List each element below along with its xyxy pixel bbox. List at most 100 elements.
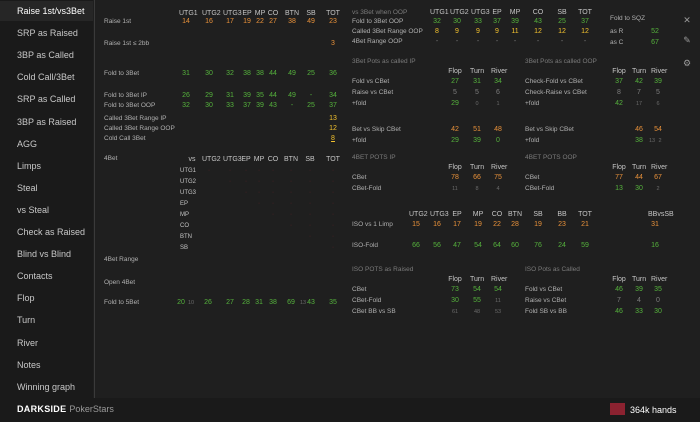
row-label: +fold [352,100,367,107]
sidebar-item-14[interactable]: Turn [17,315,36,326]
heat-cell: · [308,167,312,174]
stat-value: 23 [558,221,566,228]
stat-value: 30 [453,18,461,25]
section-title: ISO Pots as Called [525,266,580,273]
sidebar-item-0[interactable]: Raise 1st/vs3Bet [0,1,93,21]
row-label: Raise vs CBet [525,297,567,304]
stat-value: 6 [496,89,500,96]
col-header: Turn [632,68,647,75]
stat-value: 51 [473,126,481,133]
sidebar-item-2[interactable]: 3BP as Called [17,50,74,61]
stat-value: 30 [205,70,213,77]
col-header: UTG2 [450,9,469,16]
stat-value: 38 [269,299,277,306]
col-header: UTG3 [223,156,242,163]
stat-value: 54 [474,242,482,249]
stat-value: 27 [226,299,234,306]
stat-value: 9 [455,28,459,35]
stat-value: 46 [615,286,623,293]
heat-cell: · [271,178,275,185]
stat-value: 67 [651,39,659,46]
stat-value: 23 [329,18,337,25]
col-header: Turn [632,164,647,171]
row-label: Raise vs CBet [352,89,394,96]
col-header: Flop [448,164,462,171]
stat-value: 46 [615,308,623,315]
stat-value: - [560,38,564,45]
close-icon[interactable]: ✕ [683,15,691,25]
sidebar-item-15[interactable]: River [17,337,39,348]
stat-value: 4 [637,297,641,304]
stat-value: 48 [473,309,481,315]
stat-value: - [435,38,439,45]
stat-value: - [290,102,294,109]
row-label: CBet-Fold [525,185,555,192]
sidebar-item-5[interactable]: 3BP as Raised [17,116,77,127]
sidebar-item-4[interactable]: SRP as Called [17,94,76,105]
sidebar-item-1[interactable]: SRP as Raised [17,28,78,39]
col-header: UTG2 [409,211,428,218]
gear-icon[interactable]: ⚙ [682,58,692,68]
sidebar-item-9[interactable]: vs Steal [17,204,50,215]
stat-value: 30 [635,185,643,192]
sidebar-item-10[interactable]: Check as Raised [17,227,86,237]
stat-value: 9 [495,28,499,35]
pin-icon[interactable]: ✎ [683,35,691,45]
stat-value: 39 [635,286,643,293]
row-label: as C [610,39,624,46]
hands-swatch [610,403,625,415]
stat-value: 29 [451,137,459,144]
stat-value: 25 [307,70,315,77]
stat-value: 54 [654,126,662,133]
heat-cell: · [308,233,312,240]
heat-cell: · [289,200,293,207]
stat-value: 0 [475,101,479,107]
stat-value: 5 [475,89,479,96]
stat-value: 7 [637,89,641,96]
stat-value: 30 [205,102,213,109]
stat-value: 56 [433,242,441,249]
row-label: as R [610,28,624,35]
heat-cell: · [331,178,335,185]
stat-value: 31 [255,299,263,306]
stat-value: 33 [226,102,234,109]
sidebar-item-17[interactable]: Winning graph [17,381,76,392]
row-label: Called 3Bet Range OOP [352,28,423,35]
stat-value: - [536,38,540,45]
sidebar-item-13[interactable]: Flop [17,293,35,304]
stat-value: 30 [451,297,459,304]
stat-value: 43 [269,102,277,109]
site-name: PokerStars [69,404,114,414]
stat-value: 75 [494,174,502,181]
row-label: Fold to 3Bet OOP [352,18,404,25]
stat-value: 33 [474,18,482,25]
row-label: BTN [180,234,192,240]
brand: DARKSIDE PokerStars [17,404,114,414]
stat-value: 8 [475,186,479,192]
stat-value: 14 [182,18,190,25]
stat-value: 53 [494,309,502,315]
sidebar-item-11[interactable]: Blind vs Blind [17,249,72,260]
col-header: UTG2 [202,10,221,17]
sidebar-item-8[interactable]: Steal [17,182,38,193]
sidebar-item-3[interactable]: Cold Call/3Bet [17,72,75,83]
section-title: ISO POTS as Raised [352,266,414,273]
stat-value: 29 [205,92,213,99]
stat-value: 42 [635,78,643,85]
stat-value: 28 [242,299,250,306]
row-label: 4Bet [104,155,118,162]
row-label: Fold to 3Bet IP [104,92,147,99]
section-title: 4BET POTS IP [352,154,396,161]
sidebar-item-7[interactable]: Limps [17,160,42,171]
sidebar-item-12[interactable]: Contacts [17,271,53,282]
stat-value: 60 [511,242,519,249]
stat-value: 46 [635,126,643,133]
stat-value: 25 [307,102,315,109]
row-label: Fold vs CBet [525,286,563,293]
sidebar-item-6[interactable]: AGG [17,138,38,149]
row-label: SB [180,245,189,251]
row-label: Check-Fold vs CBet [525,78,583,85]
section-title: 3Bet Pots as called IP [352,58,416,65]
sidebar-item-16[interactable]: Notes [17,359,41,370]
stat-value: 27 [269,18,277,25]
